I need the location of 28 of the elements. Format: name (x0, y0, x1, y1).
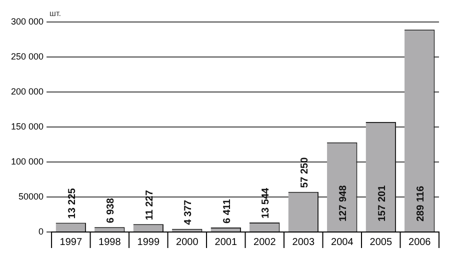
x-tick-label: 2001 (214, 236, 238, 248)
y-axis-title: шт. (50, 9, 61, 18)
data-label: 57 250 (299, 156, 310, 188)
x-tick-label: 2000 (176, 236, 199, 248)
y-tick-label: 50000 (18, 191, 44, 202)
x-tick-label: 1999 (137, 236, 160, 248)
data-label: 289 116 (416, 185, 427, 222)
x-tick-label: 2002 (254, 236, 276, 248)
x-tick-label: 2006 (408, 236, 432, 248)
data-label: 6 411 (222, 198, 233, 224)
x-tick-label: 1997 (60, 236, 82, 248)
y-tick-label: 300 000 (10, 16, 44, 26)
data-label: 6 938 (106, 198, 117, 224)
data-label: 157 201 (376, 184, 388, 222)
x-tick-label: 2004 (331, 236, 354, 248)
x-tick-label: 2005 (370, 236, 392, 248)
y-tick-label: 150 000 (10, 121, 44, 132)
y-tick-label: 0 (38, 226, 44, 236)
data-label: 13 544 (260, 187, 272, 219)
data-label: 4 377 (183, 199, 194, 225)
data-label: 127 948 (338, 184, 350, 222)
y-tick-label: 250 000 (10, 51, 44, 62)
y-tick-label: 100 000 (10, 156, 44, 166)
data-label: 11 227 (144, 190, 156, 220)
x-tick-label: 2003 (292, 236, 315, 248)
y-tick-label: 200 000 (10, 86, 44, 96)
x-tick-label: 1998 (98, 236, 122, 248)
data-label: 13 225 (66, 188, 78, 219)
